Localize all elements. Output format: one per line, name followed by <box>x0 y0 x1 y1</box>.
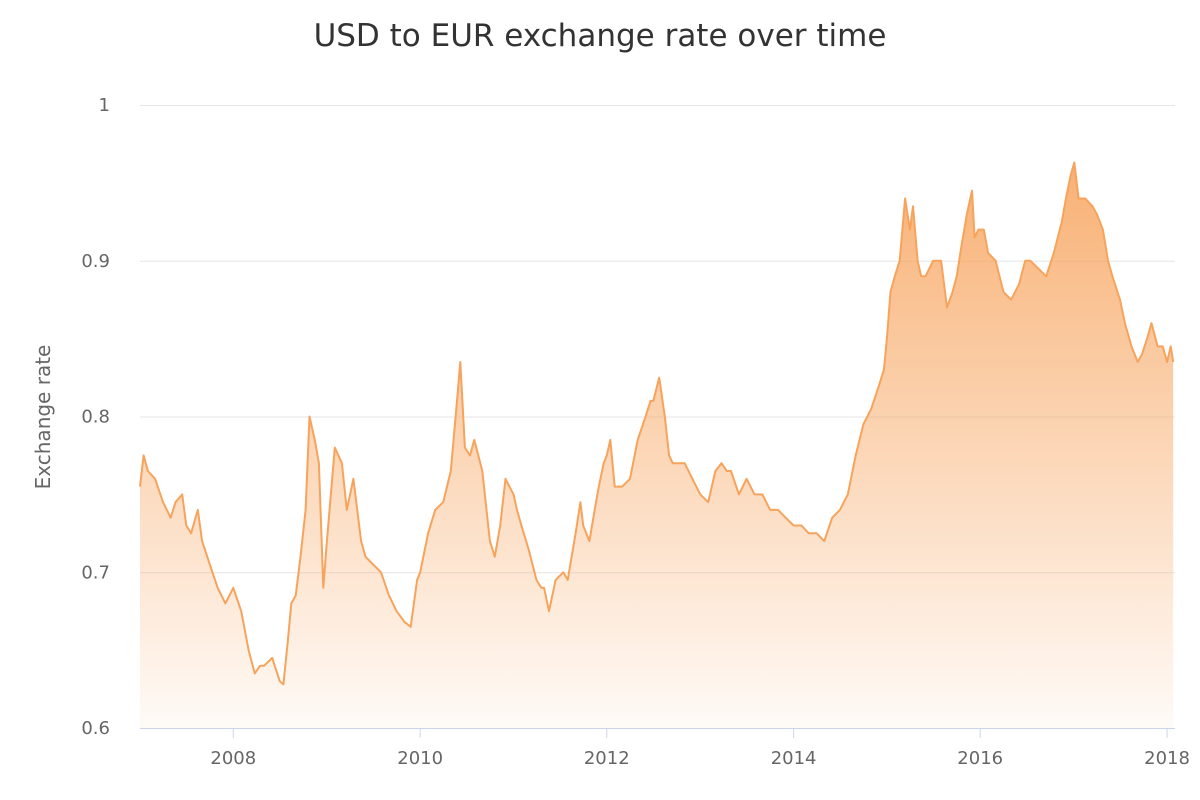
x-tick-label: 2010 <box>397 748 443 769</box>
series-line <box>139 161 1175 686</box>
y-tick-label: 0.8 <box>81 407 110 428</box>
y-tick-label: 0.6 <box>81 718 110 739</box>
y-axis-title: Exchange rate <box>31 345 55 490</box>
y-tick-label: 0.9 <box>81 251 110 272</box>
y-tick-label: 1 <box>99 95 110 116</box>
x-tick-label: 2016 <box>957 748 1003 769</box>
x-tick-label: 2008 <box>210 748 256 769</box>
y-axis-ticks: 0.6 0.7 0.8 0.9 1 <box>81 95 110 739</box>
x-tick-label: 2014 <box>771 748 817 769</box>
series-area-fill <box>140 162 1174 729</box>
chart-title: USD to EUR exchange rate over time <box>314 18 887 54</box>
x-tick-label: 2012 <box>584 748 630 769</box>
y-tick-label: 0.7 <box>81 562 110 583</box>
x-axis-ticks: 2008 2010 2012 2014 2016 2018 <box>210 728 1190 769</box>
x-tick-label: 2018 <box>1144 748 1190 769</box>
